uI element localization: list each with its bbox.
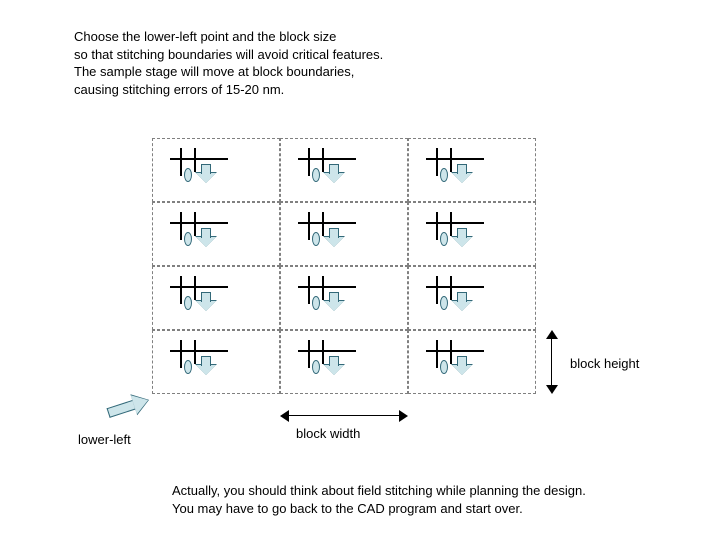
footnote-line: You may have to go back to the CAD progr… bbox=[172, 500, 586, 518]
unit-glyph bbox=[298, 344, 358, 384]
block-height-dimension bbox=[546, 330, 558, 394]
block-width-label: block width bbox=[296, 426, 360, 441]
instruction-line: Choose the lower-left point and the bloc… bbox=[74, 28, 383, 46]
unit-glyph bbox=[426, 280, 486, 320]
unit-glyph bbox=[170, 216, 230, 256]
unit-glyph bbox=[426, 152, 486, 192]
unit-glyph bbox=[298, 280, 358, 320]
unit-glyph bbox=[298, 152, 358, 192]
unit-glyph bbox=[170, 344, 230, 384]
unit-glyph bbox=[170, 280, 230, 320]
block-width-dimension bbox=[280, 410, 408, 422]
block-grid bbox=[152, 138, 536, 394]
unit-glyph bbox=[426, 344, 486, 384]
footnote-text: Actually, you should think about field s… bbox=[172, 482, 586, 517]
block-height-label: block height bbox=[570, 356, 639, 371]
instruction-line: so that stitching boundaries will avoid … bbox=[74, 46, 383, 64]
lower-left-label: lower-left bbox=[78, 432, 131, 447]
unit-glyph bbox=[426, 216, 486, 256]
instruction-text: Choose the lower-left point and the bloc… bbox=[74, 28, 383, 98]
instruction-line: The sample stage will move at block boun… bbox=[74, 63, 383, 81]
unit-glyph bbox=[170, 152, 230, 192]
footnote-line: Actually, you should think about field s… bbox=[172, 482, 586, 500]
unit-glyph bbox=[298, 216, 358, 256]
lower-left-arrow-icon bbox=[105, 389, 155, 422]
instruction-line: causing stitching errors of 15-20 nm. bbox=[74, 81, 383, 99]
